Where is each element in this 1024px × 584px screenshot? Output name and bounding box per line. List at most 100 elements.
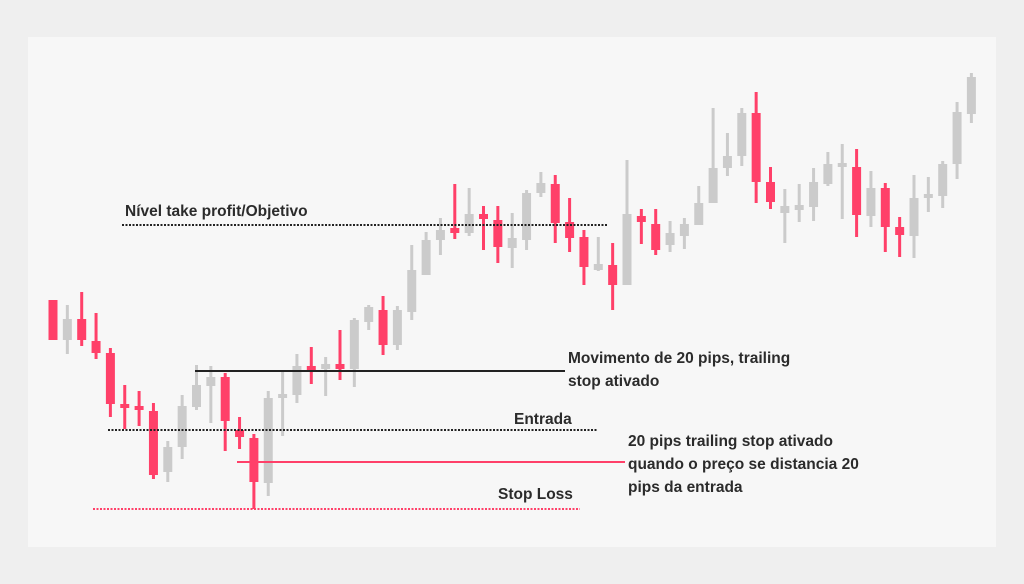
- bullish-candle: [737, 108, 747, 166]
- movement-label-line1: Movimento de 20 pips, trailing: [568, 350, 791, 367]
- bearish-candle: [636, 209, 646, 244]
- candle-body: [435, 230, 445, 240]
- bullish-candle: [177, 395, 187, 459]
- bullish-candle: [464, 188, 474, 236]
- bullish-candle: [536, 172, 546, 197]
- trailing-label-line1: 20 pips trailing stop ativado: [628, 433, 833, 450]
- candle-body: [48, 300, 58, 340]
- candle-body: [177, 406, 187, 447]
- movement-label-line2: stop ativado: [568, 373, 660, 390]
- bullish-candle: [780, 189, 790, 243]
- candle-body: [206, 377, 216, 386]
- bullish-candle: [349, 318, 359, 387]
- candle-body: [493, 220, 503, 247]
- bullish-candle: [794, 184, 804, 222]
- candle-body: [708, 168, 718, 203]
- candle-body: [593, 264, 603, 270]
- candle-body: [679, 224, 689, 236]
- bullish-candle: [866, 171, 876, 227]
- candle-body: [464, 214, 474, 233]
- candle-body: [349, 320, 359, 369]
- bullish-candle: [593, 237, 603, 271]
- candle-body: [392, 310, 402, 345]
- candle-body: [651, 224, 661, 250]
- bullish-candle: [163, 441, 173, 482]
- trailing-label-line3: pips da entrada: [628, 479, 743, 496]
- bullish-candle: [435, 218, 445, 255]
- candle-body: [823, 164, 833, 184]
- candle-body: [852, 167, 862, 215]
- candle-body: [378, 310, 388, 345]
- bearish-candle: [148, 403, 158, 479]
- bullish-candle: [679, 218, 689, 249]
- bullish-candle: [966, 73, 976, 123]
- candle-body: [550, 184, 560, 223]
- candle-body: [249, 438, 259, 482]
- candle-body: [636, 216, 646, 222]
- bullish-candle: [321, 357, 331, 396]
- bearish-candle: [77, 292, 87, 346]
- trailing-label-line2: quando o preço se distancia 20: [628, 456, 859, 473]
- bearish-candle: [895, 217, 905, 257]
- bullish-candle: [938, 161, 948, 208]
- candle-body: [220, 377, 230, 421]
- candle-body: [479, 214, 488, 219]
- bearish-candle: [306, 347, 316, 384]
- bearish-candle: [479, 206, 488, 250]
- bearish-candle: [235, 417, 245, 449]
- candle-body: [407, 270, 417, 312]
- candle-body: [866, 188, 876, 216]
- candle-body: [364, 307, 374, 322]
- bullish-candle: [522, 190, 532, 250]
- bullish-candle: [923, 177, 933, 212]
- stop-loss-label: Stop Loss: [498, 486, 573, 503]
- bearish-candle: [565, 198, 575, 252]
- candle-body: [938, 164, 948, 196]
- bullish-candle: [837, 144, 847, 219]
- bearish-candle: [48, 300, 58, 340]
- candle-body: [809, 182, 819, 207]
- candle-body: [278, 394, 288, 398]
- bullish-candle: [62, 305, 72, 354]
- candle-body: [895, 227, 905, 235]
- bearish-candle: [120, 385, 130, 429]
- candle-body: [163, 447, 173, 472]
- candle-body: [780, 206, 790, 213]
- candle-body: [565, 222, 575, 238]
- candle-body: [450, 228, 460, 233]
- candle-body: [292, 366, 302, 395]
- candle-body: [192, 385, 201, 407]
- bearish-candle: [493, 206, 503, 263]
- candle-body: [148, 411, 158, 475]
- bullish-candle: [292, 354, 302, 403]
- bullish-candle: [909, 175, 919, 258]
- bullish-candle: [263, 391, 273, 496]
- candle-body: [62, 319, 72, 340]
- candle-body: [263, 398, 273, 483]
- bearish-candle: [450, 184, 460, 239]
- candle-body: [134, 406, 144, 410]
- bullish-candle: [421, 232, 431, 275]
- candle-body: [909, 198, 919, 236]
- bearish-candle: [608, 243, 618, 310]
- candle-body: [421, 240, 431, 275]
- candle-body: [794, 205, 804, 210]
- bullish-candle: [407, 245, 417, 320]
- candle-body: [321, 364, 331, 369]
- candle-body: [737, 113, 747, 156]
- bullish-candle: [708, 108, 718, 203]
- bullish-candle: [694, 186, 704, 225]
- candle-body: [923, 194, 933, 198]
- bearish-candle: [751, 92, 761, 203]
- candle-body: [306, 366, 316, 370]
- bearish-candle: [550, 175, 560, 243]
- bullish-candle: [507, 213, 517, 268]
- candle-body: [120, 404, 130, 408]
- bearish-candle: [249, 434, 259, 509]
- candle-body: [622, 214, 632, 285]
- bearish-candle: [651, 209, 661, 255]
- candle-body: [952, 112, 962, 164]
- bearish-candle: [91, 313, 101, 359]
- bullish-candle: [823, 152, 833, 186]
- bullish-candle: [278, 372, 288, 436]
